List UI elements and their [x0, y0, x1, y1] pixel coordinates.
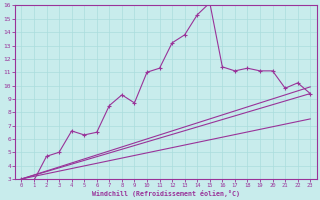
X-axis label: Windchill (Refroidissement éolien,°C): Windchill (Refroidissement éolien,°C) — [92, 190, 240, 197]
